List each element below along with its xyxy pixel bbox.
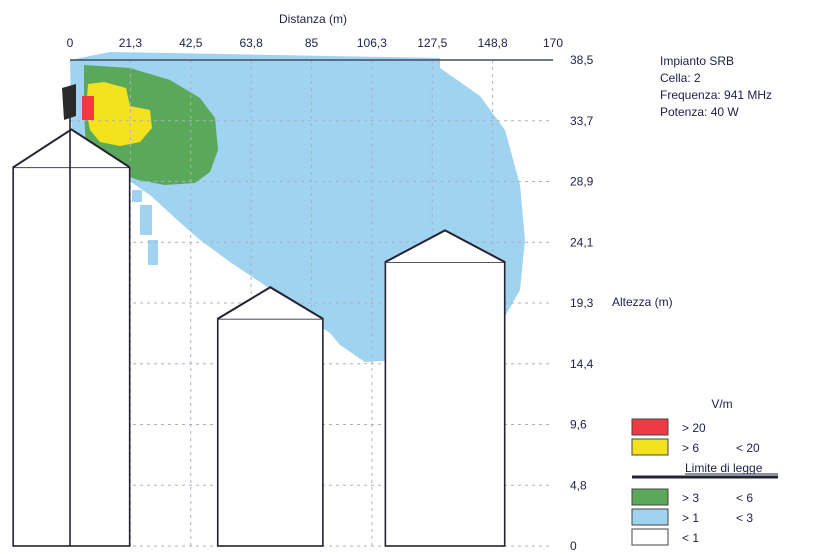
legend-title: V/m xyxy=(711,397,732,411)
legend-label-upper: < 6 xyxy=(736,491,753,505)
axis-ticks: 0 21,3 42,5 63,8 85 106,3 127,5 148,8 170 38,5 33,… xyxy=(67,36,594,553)
legend-swatch xyxy=(631,528,669,546)
legend-swatch xyxy=(631,488,669,506)
info-line-frequency: Frequenza: 941 MHz xyxy=(660,88,773,102)
info-line-power: Potenza: 40 W xyxy=(660,105,739,119)
x-tick-label: 85 xyxy=(305,36,319,50)
y-tick-label: 33,7 xyxy=(570,114,594,128)
building-1 xyxy=(12,166,131,547)
field-speck-1-3 xyxy=(148,240,158,265)
building-roof-3 xyxy=(384,229,506,263)
y-tick-label: 19,3 xyxy=(570,296,594,310)
antenna-panel xyxy=(62,84,76,120)
x-tick-label: 63,8 xyxy=(239,36,263,50)
field-zone-6-20 xyxy=(86,82,152,146)
x-tick-label: 21,3 xyxy=(119,36,143,50)
building-3 xyxy=(384,261,506,547)
x-tick-label: 42,5 xyxy=(179,36,203,50)
x-tick-label: 0 xyxy=(67,36,74,50)
legend: V/m > 20 > 6 < 20 > 3 < 6 > 1 < 3 < 1 Limite di l… xyxy=(631,397,778,546)
legend-label-upper: < 3 xyxy=(736,511,753,525)
antenna xyxy=(62,84,76,120)
building-roof-1 xyxy=(12,128,131,169)
y-tick-label: 24,1 xyxy=(570,235,594,249)
grid xyxy=(70,59,553,547)
y-tick-label: 9,6 xyxy=(570,418,587,432)
field-speck-1-3 xyxy=(140,205,152,235)
x-tick-label: 127,5 xyxy=(417,36,447,50)
x-axis-title: Distanza (m) xyxy=(279,12,347,26)
legend-swatch xyxy=(631,438,669,456)
y-tick-label: 4,8 xyxy=(570,478,587,492)
y-tick-label: 38,5 xyxy=(570,53,594,67)
legal-limit-label: Limite di legge xyxy=(685,461,763,475)
x-tick-label: 106,3 xyxy=(357,36,387,50)
building-roof-2 xyxy=(217,286,324,320)
y-tick-label: 14,4 xyxy=(570,357,594,371)
legend-label: > 6 xyxy=(682,441,699,455)
field-zone-over-20 xyxy=(82,96,94,120)
legend-label: > 20 xyxy=(682,421,706,435)
site-info: Impianto SRB Cella: 2 Frequenza: 941 MHz… xyxy=(660,53,772,121)
y-tick-label: 28,9 xyxy=(570,175,594,189)
legend-label: > 1 xyxy=(682,511,699,525)
legend-label-upper: < 20 xyxy=(736,441,760,455)
legend-swatch xyxy=(631,418,669,436)
x-tick-label: 170 xyxy=(543,36,563,50)
legend-label: > 3 xyxy=(682,491,699,505)
building-2 xyxy=(216,317,324,547)
legend-label: < 1 xyxy=(682,531,699,545)
buildings xyxy=(12,99,506,547)
x-tick-label: 148,8 xyxy=(478,36,508,50)
y-tick-label: 0 xyxy=(570,539,577,553)
info-line-site: Impianto SRB xyxy=(660,54,735,68)
legend-swatch xyxy=(631,508,669,526)
y-axis-title: Altezza (m) xyxy=(612,295,673,309)
field-speck-1-3 xyxy=(132,190,142,202)
info-line-cell: Cella: 2 xyxy=(660,71,701,85)
